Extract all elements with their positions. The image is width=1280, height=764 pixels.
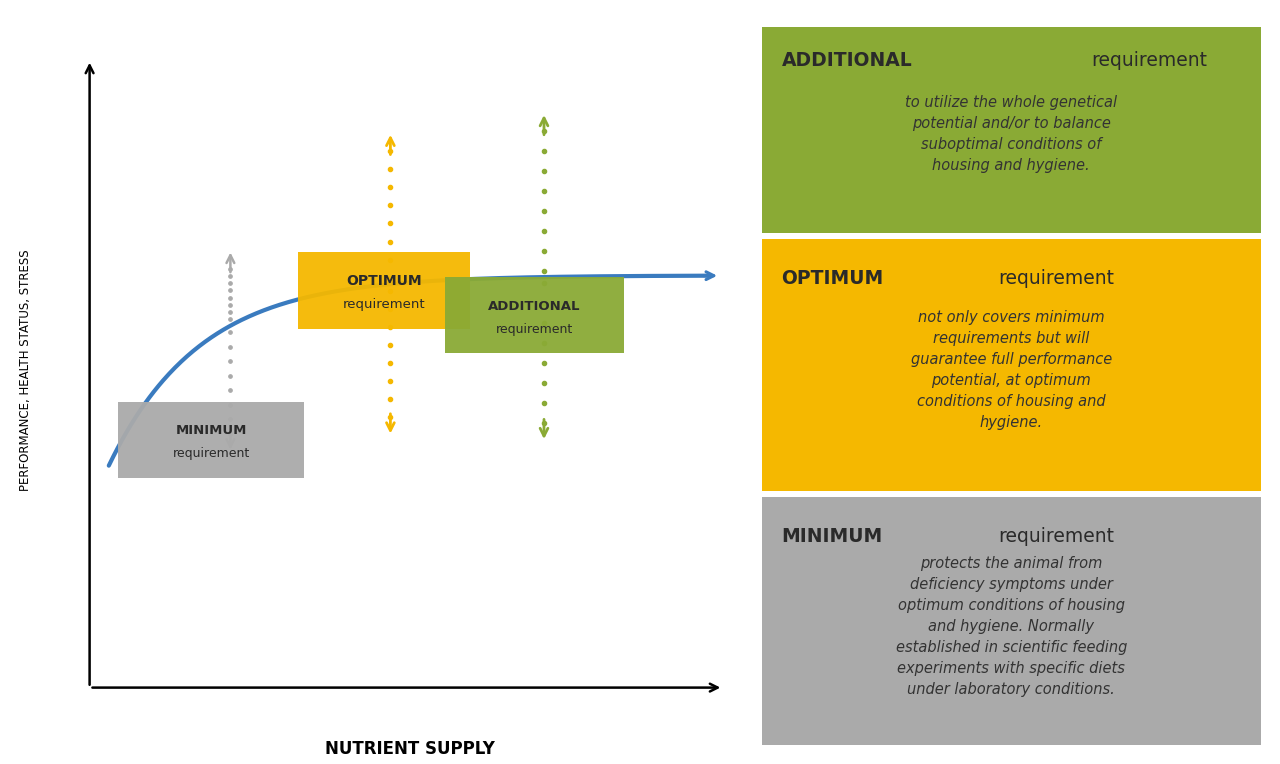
Text: requirement: requirement <box>173 448 250 461</box>
Text: not only covers minimum
requirements but will
guarantee full performance
potenti: not only covers minimum requirements but… <box>910 310 1112 430</box>
FancyBboxPatch shape <box>762 27 1261 233</box>
Text: ADDITIONAL: ADDITIONAL <box>782 51 913 70</box>
FancyBboxPatch shape <box>298 252 471 329</box>
Text: requirement: requirement <box>495 322 573 335</box>
FancyBboxPatch shape <box>445 277 625 353</box>
FancyBboxPatch shape <box>762 497 1261 745</box>
Text: NUTRIENT SUPPLY: NUTRIENT SUPPLY <box>325 740 494 758</box>
Text: protects the animal from
deficiency symptoms under
optimum conditions of housing: protects the animal from deficiency symp… <box>896 555 1126 697</box>
Text: OPTIMUM: OPTIMUM <box>782 270 883 288</box>
Text: MINIMUM: MINIMUM <box>782 527 883 546</box>
Text: ADDITIONAL: ADDITIONAL <box>488 299 581 312</box>
FancyBboxPatch shape <box>762 239 1261 491</box>
Text: to utilize the whole genetical
potential and/or to balance
suboptimal conditions: to utilize the whole genetical potential… <box>905 95 1117 173</box>
Text: requirement: requirement <box>1091 51 1207 70</box>
Text: OPTIMUM: OPTIMUM <box>346 274 422 289</box>
Text: requirement: requirement <box>998 270 1114 288</box>
FancyBboxPatch shape <box>119 402 305 478</box>
Text: PERFORMANCE, HEALTH STATUS, STRESS: PERFORMANCE, HEALTH STATUS, STRESS <box>19 250 32 491</box>
Text: requirement: requirement <box>998 527 1114 546</box>
Text: requirement: requirement <box>343 298 425 311</box>
Text: MINIMUM: MINIMUM <box>175 424 247 437</box>
